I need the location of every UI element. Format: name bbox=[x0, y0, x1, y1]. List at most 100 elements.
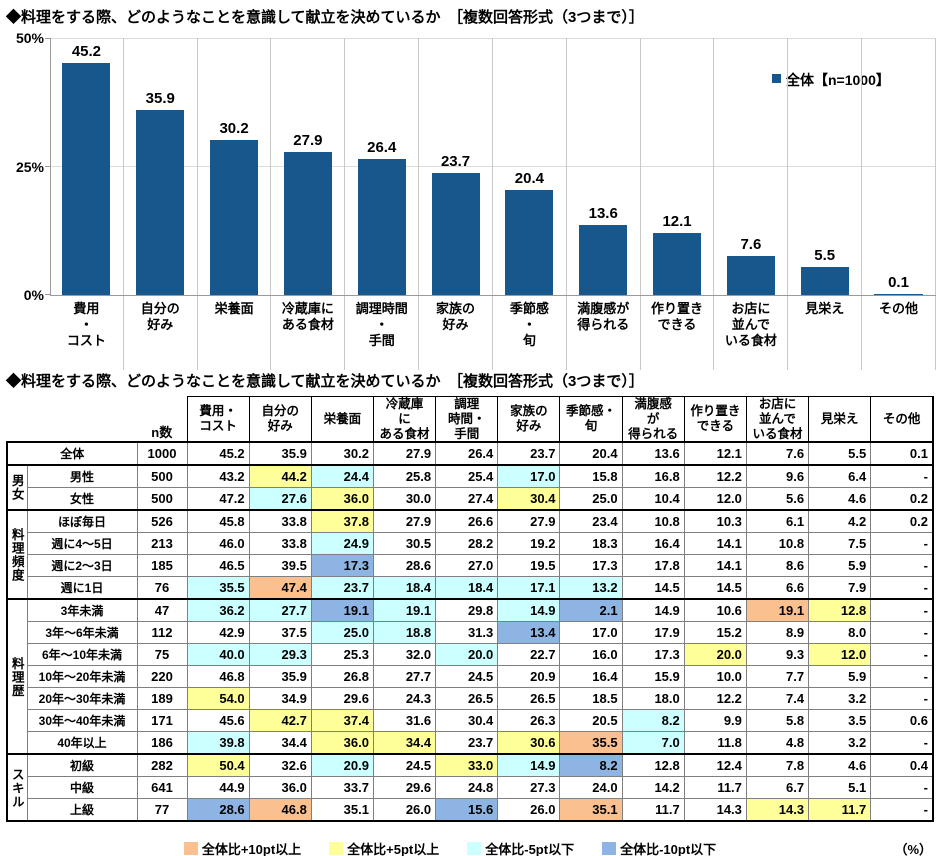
value-cell: 18.8 bbox=[372, 621, 437, 645]
value-cell: 36.0 bbox=[310, 731, 374, 755]
value-cell: 35.1 bbox=[310, 798, 374, 823]
n-cell: 220 bbox=[136, 665, 188, 689]
value-cell: 8.0 bbox=[808, 621, 872, 645]
value-cell: 50.4 bbox=[186, 753, 250, 778]
value-cell: - bbox=[870, 776, 935, 800]
value-cell: 12.2 bbox=[683, 464, 747, 489]
table-row: 40年以上 186 39.8 34.4 36.0 34.4 23.7 30.6 35.5 7.0 1… bbox=[7, 731, 935, 755]
value-cell: 18.5 bbox=[559, 687, 623, 711]
value-cell: 27.3 bbox=[497, 776, 561, 800]
n-cell: 500 bbox=[136, 487, 188, 511]
value-cell: 44.2 bbox=[248, 464, 312, 489]
value-cell: 15.8 bbox=[559, 464, 623, 489]
value-cell: 20.0 bbox=[435, 643, 499, 667]
value-cell: 3.2 bbox=[808, 687, 872, 711]
value-cell: 5.9 bbox=[808, 665, 872, 689]
value-cell: 43.2 bbox=[186, 464, 250, 489]
n-cell: 47 bbox=[136, 598, 188, 623]
value-cell: 33.8 bbox=[248, 509, 312, 534]
value-cell: 42.9 bbox=[186, 621, 250, 645]
value-cell: 45.8 bbox=[186, 509, 250, 534]
value-cell: 5.5 bbox=[808, 441, 872, 466]
value-cell: 17.3 bbox=[559, 554, 623, 578]
value-cell: 46.5 bbox=[186, 554, 250, 578]
value-cell: 14.3 bbox=[745, 798, 810, 823]
value-cell: 17.9 bbox=[621, 621, 685, 645]
value-cell: 36.0 bbox=[248, 776, 312, 800]
y-axis-tick bbox=[45, 38, 51, 39]
row-label-cell: 中級 bbox=[26, 776, 138, 800]
value-cell: 4.8 bbox=[745, 731, 810, 755]
value-cell: 6.4 bbox=[808, 464, 872, 489]
value-cell: 26.5 bbox=[435, 687, 499, 711]
column-header: 栄養面 bbox=[310, 396, 374, 443]
n-cell: 171 bbox=[136, 709, 188, 733]
value-cell: 35.5 bbox=[186, 576, 250, 600]
group-label-cell: 料理歴 bbox=[6, 598, 28, 755]
row-label-cell: 30年〜40年未満 bbox=[26, 709, 138, 733]
table-row: 全体 1000 45.2 35.9 30.2 27.9 26.4 23.7 20.4 13.6 12… bbox=[6, 441, 935, 466]
n-cell: 75 bbox=[136, 643, 188, 667]
value-cell: 19.1 bbox=[745, 598, 810, 623]
value-cell: 18.4 bbox=[372, 576, 437, 600]
value-cell: 33.7 bbox=[310, 776, 374, 800]
value-cell: 4.6 bbox=[808, 487, 872, 511]
value-cell: 47.2 bbox=[186, 487, 250, 511]
value-cell: 12.2 bbox=[683, 687, 747, 711]
value-cell: 30.5 bbox=[372, 532, 437, 556]
color-legend-swatch bbox=[329, 842, 344, 855]
value-cell: 14.5 bbox=[621, 576, 685, 600]
value-cell: 24.5 bbox=[372, 753, 437, 778]
value-cell: 25.8 bbox=[372, 464, 437, 489]
bar-value-label: 30.2 bbox=[219, 120, 249, 137]
column-header: 満腹感が得られる bbox=[621, 396, 685, 443]
value-cell: 19.1 bbox=[310, 598, 374, 623]
value-cell: 31.3 bbox=[435, 621, 499, 645]
value-cell: 42.7 bbox=[248, 709, 312, 733]
bar-value-label: 45.2 bbox=[71, 43, 102, 60]
value-cell: 35.5 bbox=[559, 731, 623, 755]
table-title: ◆料理をする際、どのようなことを意識して献立を決めているか ［複数回答形式（3つ… bbox=[6, 373, 644, 390]
value-cell: 54.0 bbox=[186, 687, 250, 711]
value-cell: 8.9 bbox=[745, 621, 810, 645]
bar bbox=[505, 190, 554, 295]
table-row: スキル 初級 282 50.4 32.6 20.9 24.5 33.0 14.9 8.2 12.8 1… bbox=[6, 753, 935, 823]
value-cell: 0.1 bbox=[870, 441, 935, 466]
value-cell: 8.6 bbox=[745, 554, 810, 578]
chart-legend: 全体【n=1000】 bbox=[772, 70, 890, 90]
value-cell: 23.4 bbox=[559, 509, 623, 534]
value-cell: 11.7 bbox=[621, 798, 685, 823]
column-header: 冷蔵庫にある食材 bbox=[372, 396, 437, 443]
row-label-cell: 10年〜20年未満 bbox=[26, 665, 138, 689]
category-label: 満腹感が 得られる bbox=[577, 301, 630, 332]
color-legend-label: 全体比-5pt以下 bbox=[485, 842, 575, 856]
value-cell: 23.7 bbox=[435, 731, 499, 755]
value-cell: 7.6 bbox=[745, 441, 810, 466]
value-cell: 28.6 bbox=[186, 798, 250, 823]
value-cell: 22.7 bbox=[497, 643, 561, 667]
value-cell: 0.4 bbox=[870, 753, 935, 778]
value-cell: 28.2 bbox=[435, 532, 499, 556]
value-cell: 12.0 bbox=[808, 643, 872, 667]
value-cell: 29.3 bbox=[248, 643, 312, 667]
value-cell: 19.1 bbox=[372, 598, 437, 623]
value-cell: 7.4 bbox=[745, 687, 810, 711]
value-cell: 27.9 bbox=[497, 509, 561, 534]
column-header: その他 bbox=[870, 396, 935, 443]
value-cell: 37.5 bbox=[248, 621, 312, 645]
bar bbox=[283, 152, 332, 295]
y-axis-line bbox=[45, 38, 51, 295]
color-legend-item: 全体比+5pt以上 bbox=[329, 839, 439, 856]
n-cell: 189 bbox=[136, 687, 188, 711]
value-cell: 25.4 bbox=[435, 464, 499, 489]
table-row: 週に2〜3日 185 46.5 39.5 17.3 28.6 27.0 19.5 17.3 17.… bbox=[7, 554, 935, 578]
value-cell: 10.6 bbox=[683, 598, 747, 623]
bar bbox=[653, 233, 702, 295]
chart-column: 7.6 お店に 並んで いる食材 bbox=[714, 38, 789, 370]
value-cell: 13.6 bbox=[621, 441, 685, 466]
value-cell: 10.8 bbox=[745, 532, 810, 556]
n-cell: 112 bbox=[136, 621, 188, 645]
row-label-cell: 3年〜6年未満 bbox=[26, 621, 138, 645]
value-cell: 12.8 bbox=[808, 598, 872, 623]
value-cell: 36.0 bbox=[310, 487, 374, 511]
